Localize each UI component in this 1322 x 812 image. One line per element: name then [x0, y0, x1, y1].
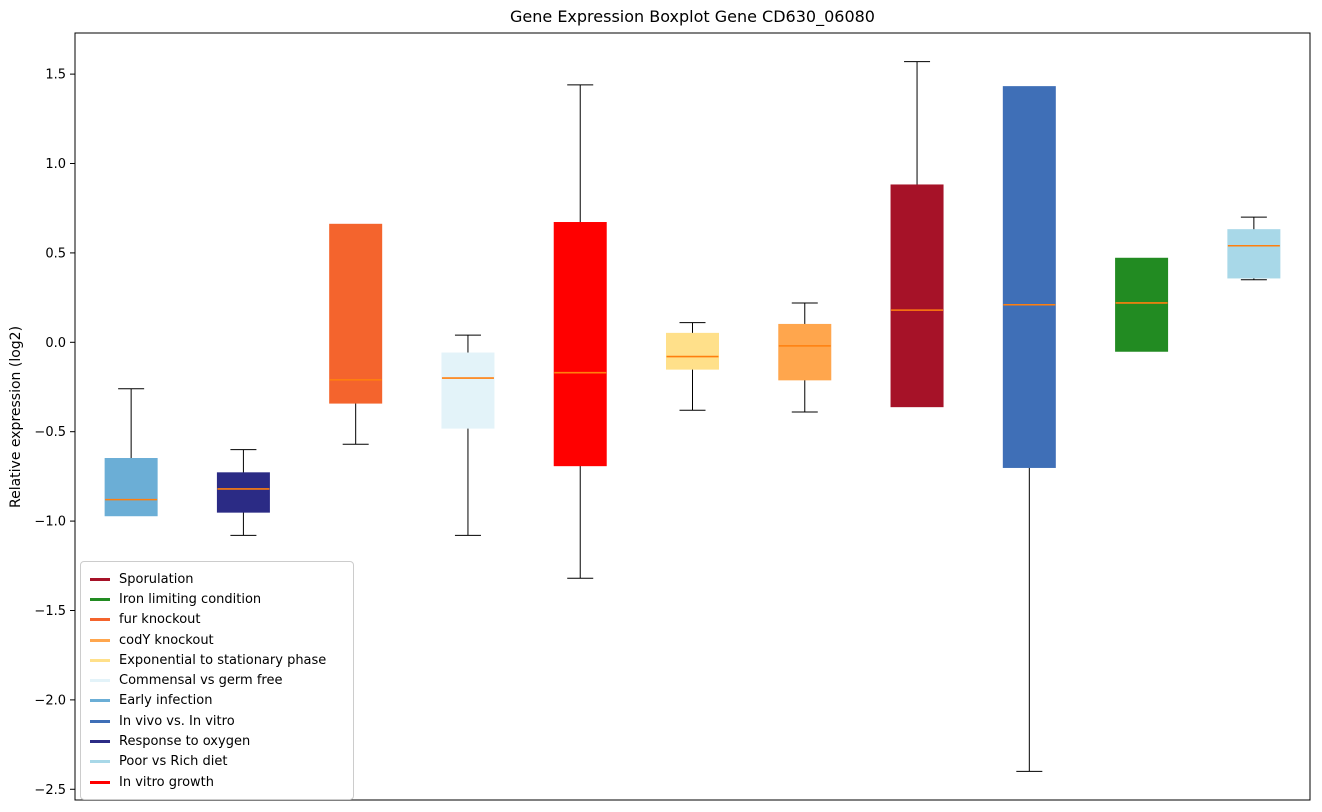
legend-label: Poor vs Rich diet: [119, 754, 228, 770]
legend-swatch: [90, 618, 110, 622]
box-0: [104, 458, 158, 517]
y-tick-label: 0.0: [45, 336, 66, 351]
legend-swatch: [90, 597, 110, 601]
legend-label: Response to oxygen: [119, 734, 251, 750]
legend-item: fur knockout: [90, 610, 344, 630]
box-3: [441, 352, 495, 429]
y-tick-label: −0.5: [34, 425, 66, 440]
legend-label: Commensal vs germ free: [119, 673, 283, 689]
legend-swatch: [90, 577, 110, 581]
legend-swatch: [90, 740, 110, 744]
legend-swatch: [90, 699, 110, 703]
legend-swatch: [90, 760, 110, 764]
y-tick-label: −1.5: [34, 604, 66, 619]
legend-item: Early infection: [90, 691, 344, 711]
chart-title: Gene Expression Boxplot Gene CD630_06080: [510, 7, 875, 26]
legend-swatch: [90, 658, 110, 662]
legend-label: In vitro growth: [119, 774, 214, 790]
legend-label: Early infection: [119, 693, 213, 709]
box-6: [778, 323, 832, 381]
box-10: [1227, 229, 1281, 279]
legend-swatch: [90, 780, 110, 784]
legend-item: In vivo vs. In vitro: [90, 711, 344, 731]
y-tick-label: −2.5: [34, 783, 66, 798]
legend-item: Response to oxygen: [90, 731, 344, 751]
legend: Sporulation Iron limiting condition fur kn…: [80, 561, 354, 801]
legend-item: Poor vs Rich diet: [90, 752, 344, 772]
y-tick-label: −2.0: [34, 693, 66, 708]
legend-label: fur knockout: [119, 612, 201, 628]
legend-label: Exponential to stationary phase: [119, 652, 327, 668]
legend-label: In vivo vs. In vitro: [119, 713, 235, 729]
axes-frame: [74, 32, 1311, 801]
box-4: [553, 222, 607, 467]
y-tick-label: 0.5: [45, 246, 66, 261]
y-tick-label: −1.0: [34, 515, 66, 530]
legend-swatch: [90, 719, 110, 723]
box-8: [1002, 86, 1056, 468]
legend-label: Iron limiting condition: [119, 591, 262, 607]
legend-label: codY knockout: [119, 632, 214, 648]
y-tick-label: 1.5: [45, 68, 66, 83]
legend-item: In vitro growth: [90, 772, 344, 792]
legend-items: Sporulation Iron limiting condition fur kn…: [90, 569, 344, 792]
legend-item: Sporulation: [90, 569, 344, 589]
legend-label: Sporulation: [119, 571, 194, 587]
box-9: [1115, 257, 1169, 352]
legend-item: Exponential to stationary phase: [90, 650, 344, 670]
box-5: [666, 332, 719, 370]
legend-item: codY knockout: [90, 630, 344, 650]
box-7: [890, 184, 944, 408]
legend-swatch: [90, 638, 110, 642]
box-1: [216, 472, 270, 513]
y-tick-label: 1.0: [45, 157, 66, 172]
legend-item: Commensal vs germ free: [90, 670, 344, 690]
legend-item: Iron limiting condition: [90, 589, 344, 609]
legend-swatch: [90, 679, 110, 683]
box-2: [329, 223, 383, 404]
